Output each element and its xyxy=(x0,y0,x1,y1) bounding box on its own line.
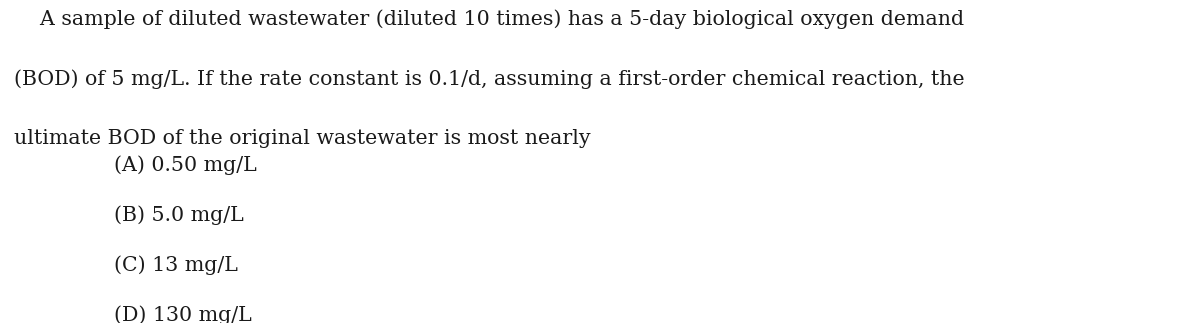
Text: (C) 13 mg/L: (C) 13 mg/L xyxy=(114,255,238,275)
Text: ultimate BOD of the original wastewater is most nearly: ultimate BOD of the original wastewater … xyxy=(14,129,592,148)
Text: (BOD) of 5 mg/L. If the rate constant is 0.1/d, assuming a first-order chemical : (BOD) of 5 mg/L. If the rate constant is… xyxy=(14,69,965,89)
Text: (D) 130 mg/L: (D) 130 mg/L xyxy=(114,305,252,323)
Text: (A) 0.50 mg/L: (A) 0.50 mg/L xyxy=(114,155,257,175)
Text: A sample of diluted wastewater (diluted 10 times) has a 5-day biological oxygen : A sample of diluted wastewater (diluted … xyxy=(14,10,965,29)
Text: (B) 5.0 mg/L: (B) 5.0 mg/L xyxy=(114,205,244,225)
